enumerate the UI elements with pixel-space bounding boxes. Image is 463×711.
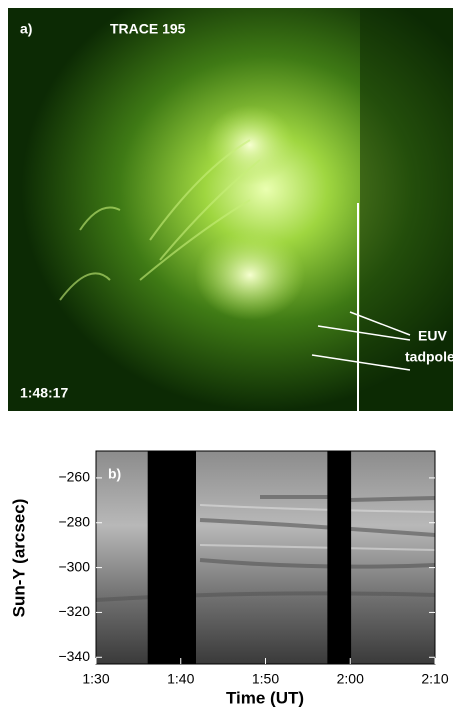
x-tick-label: 2:10 <box>421 671 448 687</box>
annotation: EUV <box>418 328 447 344</box>
figure: a) TRACE 195 1:48:17 EUV tadpoles Sun-Y … <box>0 0 463 711</box>
y-tick-label: −260 <box>58 469 90 485</box>
y-tick-label: −340 <box>58 648 90 664</box>
x-axis-label: Time (UT) <box>226 688 304 707</box>
panel-b <box>96 451 435 664</box>
y-tick-label: −300 <box>58 558 90 574</box>
y-tick-label: −320 <box>58 603 90 619</box>
instrument: TRACE 195 <box>110 21 186 37</box>
x-tick-label: 1:30 <box>82 671 109 687</box>
data-gap <box>148 451 196 664</box>
time-distance-image <box>96 451 435 664</box>
panel-a: a) TRACE 195 1:48:17 EUV tadpoles <box>8 8 463 411</box>
x-tick-label: 2:00 <box>337 671 364 687</box>
bright-region <box>195 230 305 320</box>
panel-label: a) <box>20 21 32 37</box>
y-tick-label: −280 <box>58 513 90 529</box>
annotation: tadpoles <box>405 349 463 365</box>
data-gap <box>327 451 351 664</box>
panel-label: b) <box>108 466 121 482</box>
x-tick-label: 1:40 <box>167 671 194 687</box>
x-tick-label: 1:50 <box>252 671 279 687</box>
bright-region <box>205 105 295 185</box>
y-axis-label: Sun-Y (arcsec) <box>9 499 28 618</box>
timestamp: 1:48:17 <box>20 385 68 401</box>
